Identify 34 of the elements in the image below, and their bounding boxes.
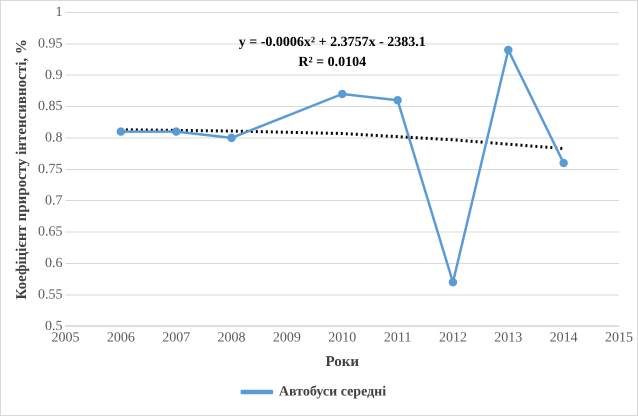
y-tick-label: 0.7 — [45, 193, 62, 208]
x-tick-label: 2010 — [328, 330, 356, 346]
x-tick-label: 2009 — [272, 330, 301, 346]
x-tick-label: 2011 — [384, 330, 412, 346]
y-tick-label: 0.85 — [38, 99, 62, 114]
y-axis-title: Коефіцієнт приросту інтенсивності, % — [14, 39, 30, 300]
point — [172, 127, 180, 136]
y-tick-label: 0.55 — [38, 287, 62, 302]
point — [448, 278, 458, 287]
y-tick-label: 0.95 — [38, 36, 62, 52]
x-tick-label: 2012 — [438, 330, 467, 346]
legend-label: Автобуси середні — [278, 384, 386, 400]
x-tick-label: 2015 — [605, 330, 633, 346]
x-tick-label: 2005 — [52, 330, 80, 346]
point — [227, 134, 236, 142]
point — [393, 96, 402, 105]
point — [338, 90, 346, 98]
point — [116, 127, 126, 136]
y-tick-label: 0.6 — [45, 256, 62, 272]
y-tick-label: 0.8 — [45, 130, 62, 146]
y-tick-label: 0.75 — [38, 162, 62, 177]
y-tick-label: 1 — [56, 5, 62, 20]
x-tick-label: 2007 — [162, 330, 190, 346]
point — [559, 158, 568, 168]
x-tick-label: 2008 — [218, 330, 246, 346]
x-tick-label: 2014 — [550, 330, 578, 346]
x-tick-label: 2013 — [494, 330, 522, 346]
y-tick-label: 0.9 — [45, 68, 62, 83]
annotation: R² = 0.0104 — [298, 55, 366, 70]
x-tick-label: 2006 — [106, 330, 135, 346]
x-axis-title: Роки — [325, 354, 360, 370]
y-tick-label: 0.65 — [38, 224, 62, 240]
annotation: y = -0.0006x² + 2.3757x - 2383.1 — [238, 35, 426, 50]
point — [504, 46, 513, 54]
